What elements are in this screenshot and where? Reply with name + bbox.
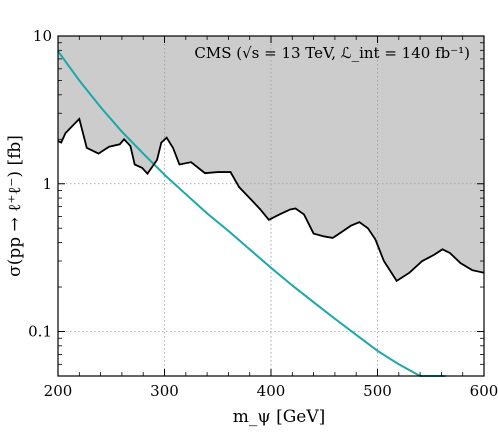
x-tick-label: 200 xyxy=(44,382,73,400)
experiment-annotation: CMS (√s = 13 TeV, ℒ_int = 140 fb⁻¹) xyxy=(194,44,470,62)
theory-prediction-line xyxy=(57,50,446,377)
axis-ticks: 200 300 400 500 600 0.1 1 10 xyxy=(28,27,498,400)
x-tick-label: 500 xyxy=(363,382,392,400)
x-tick-label: 600 xyxy=(470,382,498,400)
y-tick-label: 1 xyxy=(42,175,52,193)
y-tick-label: 0.1 xyxy=(28,323,52,341)
y-axis-label: σ(pp → ℓ⁺ℓ⁻) [fb] xyxy=(5,135,25,277)
grid xyxy=(58,36,484,376)
y-tick-label: 10 xyxy=(33,27,52,45)
observed-limit-line xyxy=(57,117,485,283)
x-tick-label: 300 xyxy=(150,382,179,400)
x-tick-label: 400 xyxy=(257,382,286,400)
x-axis-label: m_ψ [GeV] xyxy=(233,407,326,427)
